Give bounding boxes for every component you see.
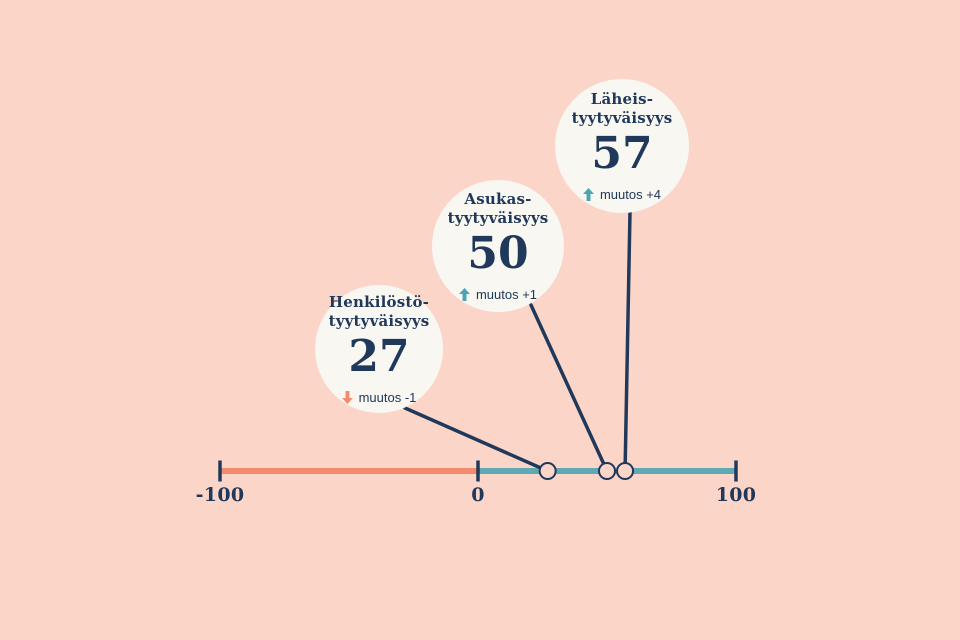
axis-negative-segment (220, 468, 478, 474)
axis-tick (218, 460, 222, 482)
value-marker (616, 462, 635, 480)
callout-bubble-asukas: Asukas- tyytyväisyys 50 muutos +1 (432, 180, 564, 312)
metric-change: muutos -1 (341, 389, 417, 405)
connector-line (403, 406, 550, 473)
metric-value: 57 (591, 127, 653, 179)
axis-tick (476, 460, 480, 482)
axis-tick (734, 460, 738, 482)
metric-label-line1: Henkilöstö- (328, 293, 430, 312)
connector-line (529, 303, 609, 473)
metric-change-text: muutos +1 (475, 286, 538, 302)
arrow-down-icon (341, 390, 353, 404)
connector-line (623, 210, 632, 473)
axis-tick-label-zero: 0 (471, 484, 485, 506)
metric-label-line2: tyytyväisyys (571, 108, 673, 127)
axis-tick-label-minus100: -100 (195, 484, 245, 506)
value-marker (538, 462, 557, 480)
callout-bubble-henkilosto: Henkilöstö- tyytyväisyys 27 muutos -1 (315, 285, 443, 413)
metric-label: Läheis- tyytyväisyys (572, 90, 673, 128)
axis-tick-label-100: 100 (715, 484, 757, 506)
metric-value: 27 (348, 330, 410, 382)
metric-change-text: muutos -1 (358, 389, 417, 405)
metric-value: 50 (467, 227, 529, 279)
metric-change: muutos +4 (583, 187, 661, 202)
metric-label: Asukas- tyytyväisyys (448, 190, 549, 228)
metric-label-line2: tyytyväisyys (447, 208, 549, 227)
metric-label-line1: Asukas- (464, 190, 532, 209)
arrow-up-icon (459, 287, 470, 301)
metric-label-line1: Läheis- (590, 90, 654, 109)
callout-bubble-laheis: Läheis- tyytyväisyys 57 muutos +4 (555, 79, 689, 213)
metric-change-text: muutos +4 (599, 186, 662, 202)
metric-label-line2: tyytyväisyys (328, 311, 430, 330)
value-marker (598, 462, 616, 480)
metric-label: Henkilöstö- tyytyväisyys (329, 293, 430, 331)
metric-change: muutos +1 (459, 287, 537, 302)
arrow-up-icon (583, 187, 594, 201)
